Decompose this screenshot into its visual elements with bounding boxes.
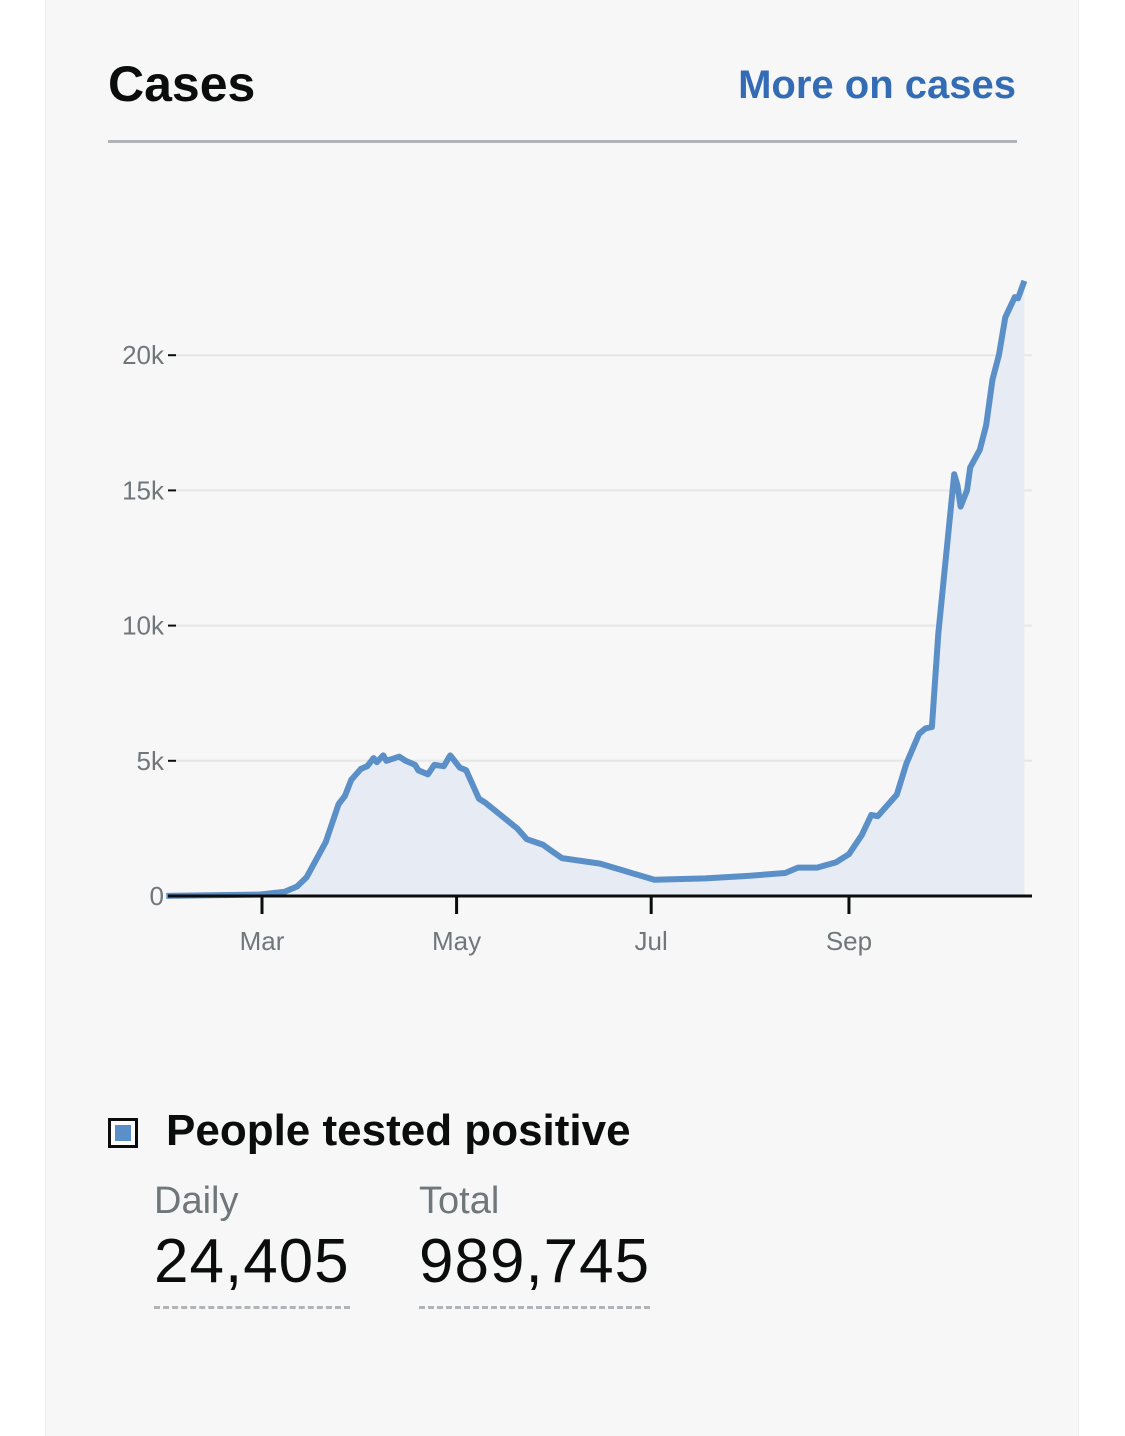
y-axis-ticks: 0 5k 10k 15k 20k bbox=[122, 340, 176, 911]
more-on-cases-link[interactable]: More on cases bbox=[738, 63, 1016, 107]
cases-area-fill bbox=[166, 280, 1025, 896]
title-divider bbox=[108, 140, 1017, 143]
x-tick-label: May bbox=[432, 926, 481, 956]
daily-stat: Daily 24,405 bbox=[154, 1178, 350, 1309]
x-tick-label: Jul bbox=[635, 926, 668, 956]
legend-label: People tested positive bbox=[166, 1106, 631, 1155]
cases-series-line bbox=[166, 279, 1028, 899]
daily-label: Daily bbox=[154, 1180, 239, 1222]
total-label: Total bbox=[419, 1180, 500, 1222]
legend-swatch bbox=[108, 1118, 138, 1148]
total-value[interactable]: 989,745 bbox=[419, 1224, 651, 1309]
card-title: Cases bbox=[108, 56, 256, 112]
y-tick-label: 5k bbox=[137, 746, 165, 776]
y-tick-label: 20k bbox=[122, 340, 165, 370]
x-tick-label: Mar bbox=[240, 926, 285, 956]
y-tick-label: 10k bbox=[122, 611, 165, 641]
total-stat: Total 989,745 bbox=[419, 1178, 651, 1309]
grid-lines bbox=[176, 354, 1032, 762]
cases-card bbox=[45, 0, 1079, 1436]
y-tick-label: 0 bbox=[150, 881, 164, 911]
y-tick-label: 15k bbox=[122, 475, 165, 505]
cases-chart: 0 5k 10k 15k 20k Mar May Jul Sep bbox=[122, 279, 1032, 956]
x-tick-label: Sep bbox=[826, 926, 872, 956]
x-axis-ticks: Mar May Jul Sep bbox=[240, 896, 872, 956]
daily-value[interactable]: 24,405 bbox=[154, 1224, 350, 1309]
